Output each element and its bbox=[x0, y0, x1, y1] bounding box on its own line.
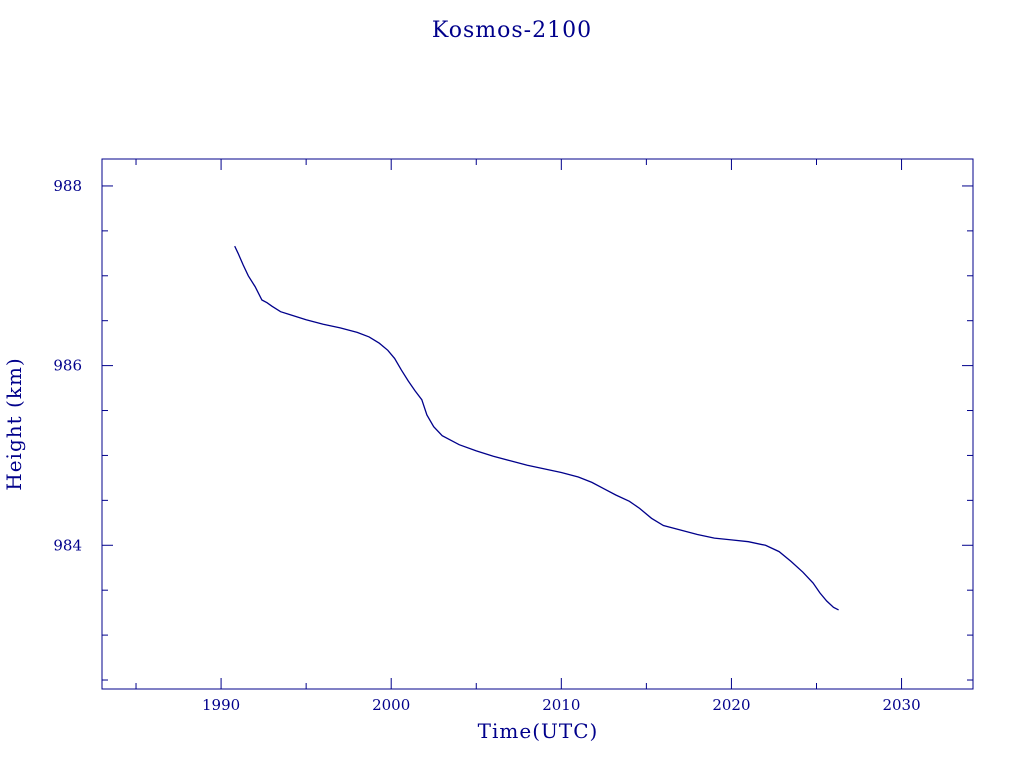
y-axis-label: Height (km) bbox=[2, 357, 26, 490]
x-tick-labels: 1990 2000 2010 2020 2030 bbox=[202, 696, 921, 714]
y-tick-label: 988 bbox=[53, 177, 82, 195]
x-tick-label: 2000 bbox=[372, 696, 410, 714]
y-tick-labels: 984 986 988 bbox=[53, 177, 82, 554]
x-tick-label: 2030 bbox=[882, 696, 920, 714]
series-line bbox=[234, 245, 839, 611]
x-tick-label: 2020 bbox=[712, 696, 750, 714]
x-tick-label: 1990 bbox=[202, 696, 240, 714]
y-tick-label: 984 bbox=[53, 536, 82, 554]
axis-ticks bbox=[102, 159, 973, 689]
plot-frame bbox=[101, 158, 974, 690]
x-axis-label: Time(UTC) bbox=[478, 719, 599, 743]
y-tick-label: 986 bbox=[53, 357, 82, 375]
x-tick-label: 2010 bbox=[542, 696, 580, 714]
chart-title: Kosmos-2100 bbox=[432, 18, 592, 43]
